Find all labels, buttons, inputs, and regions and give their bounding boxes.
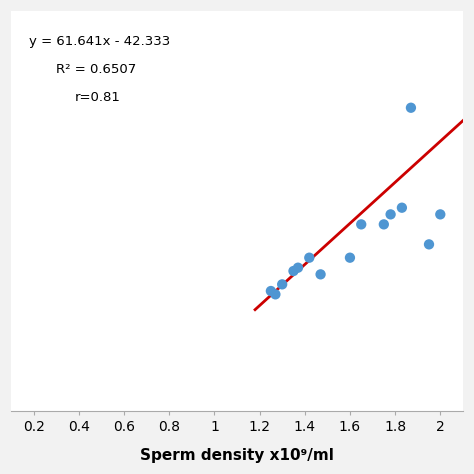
Point (305, 254, 313, 262)
Point (387, 210, 394, 218)
X-axis label: Sperm density x10⁹/ml: Sperm density x10⁹/ml (140, 448, 334, 463)
Point (278, 281, 286, 288)
Text: y = 61.641x - 42.333: y = 61.641x - 42.333 (29, 35, 171, 48)
Point (398, 204, 406, 211)
Point (380, 220, 388, 228)
Point (267, 287, 274, 295)
Text: r=0.81: r=0.81 (74, 91, 120, 104)
Point (317, 271, 324, 278)
Point (407, 104, 415, 111)
Point (346, 254, 354, 262)
Point (425, 241, 433, 248)
Point (294, 264, 302, 272)
Point (272, 291, 279, 298)
Point (357, 220, 365, 228)
Text: R² = 0.6507: R² = 0.6507 (56, 63, 137, 76)
Point (437, 210, 444, 218)
Point (290, 267, 297, 275)
